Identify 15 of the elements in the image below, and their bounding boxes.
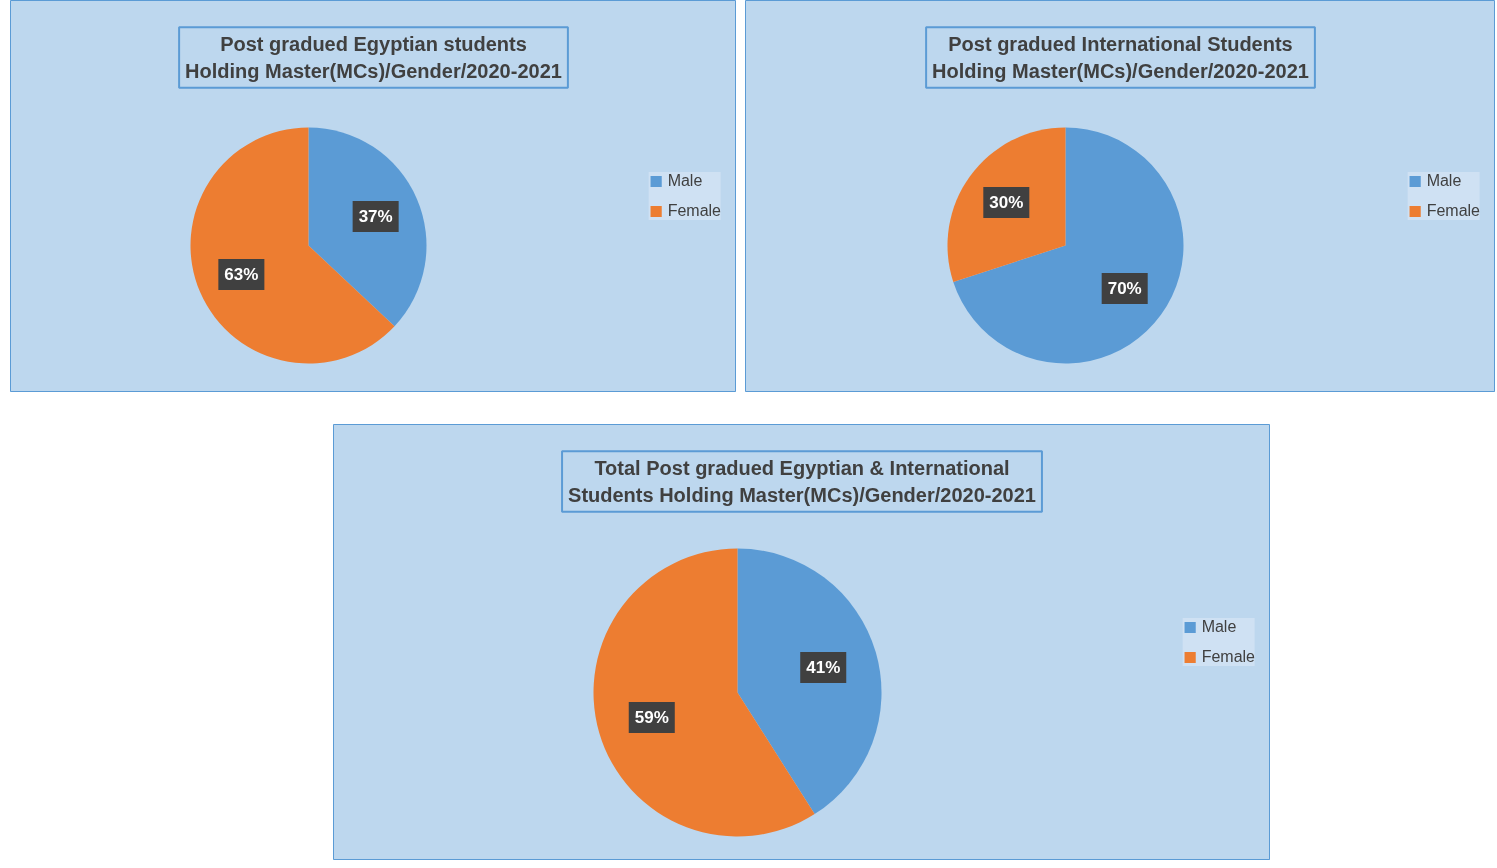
data-label: 37% (358, 206, 393, 226)
legend-label: Female (1426, 202, 1480, 220)
legend-label: Male (667, 172, 703, 190)
data-label: 70% (1107, 279, 1142, 298)
legend-label: Male (1426, 172, 1462, 190)
legend-label: Male (1201, 618, 1237, 636)
legend-label: Female (667, 202, 721, 220)
chart-title: Total Post gradued Egyptian & International Students Holding Master(MCs)/Gender/2020-2021 (568, 457, 1036, 506)
data-label: 30% (989, 193, 1024, 212)
data-label: 59% (634, 707, 669, 727)
data-label: 41% (806, 658, 841, 678)
chart-title: Post gradued International Students Holding Master(MCs)/Gender/2020-2021 (932, 33, 1309, 82)
legend-label: Female (1201, 648, 1255, 666)
chart-title: Post gradued Egyptian students Holding Master(MCs)/Gender/2020-2021 (185, 33, 562, 82)
data-label: 63% (224, 265, 259, 285)
